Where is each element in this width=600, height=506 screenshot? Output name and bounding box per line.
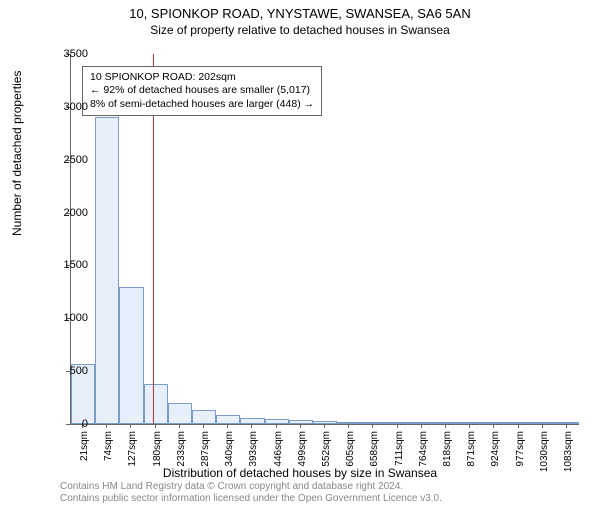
histogram-bar <box>531 422 555 424</box>
x-tick-mark <box>227 424 228 428</box>
y-tick-label: 500 <box>70 365 88 377</box>
x-tick-mark <box>106 424 107 428</box>
x-tick-label: 871sqm <box>466 431 477 467</box>
x-tick-label: 74sqm <box>103 431 114 461</box>
y-tick-label: 0 <box>82 418 88 430</box>
chart-container: 10, SPIONKOP ROAD, YNYSTAWE, SWANSEA, SA… <box>0 6 600 506</box>
chart-title: 10, SPIONKOP ROAD, YNYSTAWE, SWANSEA, SA… <box>0 6 600 21</box>
x-tick-label: 818sqm <box>442 431 453 467</box>
x-tick-mark <box>421 424 422 428</box>
histogram-bar <box>119 287 143 424</box>
y-tick-label: 3500 <box>64 48 88 60</box>
x-tick-label: 605sqm <box>345 431 356 467</box>
x-tick-label: 924sqm <box>490 431 501 467</box>
histogram-bar <box>192 410 216 424</box>
histogram-bar <box>216 415 240 425</box>
plot-region: 10 SPIONKOP ROAD: 202sqm ← 92% of detach… <box>70 54 578 424</box>
x-tick-mark <box>348 424 349 428</box>
histogram-bar <box>361 422 385 424</box>
y-axis-label: Number of detached properties <box>10 71 24 236</box>
info-line-3: 8% of semi-detached houses are larger (4… <box>90 98 314 111</box>
histogram-bar <box>144 384 168 424</box>
chart-subtitle: Size of property relative to detached ho… <box>0 23 600 37</box>
x-tick-label: 499sqm <box>297 431 308 467</box>
credit-block: Contains HM Land Registry data © Crown c… <box>60 481 442 504</box>
x-tick-mark <box>469 424 470 428</box>
x-tick-label: 233sqm <box>176 431 187 467</box>
histogram-bar <box>385 422 409 424</box>
x-tick-mark <box>179 424 180 428</box>
y-tick-label: 2000 <box>64 207 88 219</box>
info-line-1: 10 SPIONKOP ROAD: 202sqm <box>90 71 314 84</box>
x-tick-label: 552sqm <box>321 431 332 467</box>
x-tick-mark <box>566 424 567 428</box>
x-axis-label: Distribution of detached houses by size … <box>0 466 600 480</box>
x-tick-label: 393sqm <box>248 431 259 467</box>
x-tick-mark <box>251 424 252 428</box>
x-tick-mark <box>397 424 398 428</box>
x-tick-label: 180sqm <box>152 431 163 467</box>
credit-line-1: Contains HM Land Registry data © Crown c… <box>60 481 442 493</box>
histogram-bar <box>265 419 289 424</box>
x-tick-mark <box>372 424 373 428</box>
x-tick-label: 764sqm <box>418 431 429 467</box>
x-tick-label: 340sqm <box>224 431 235 467</box>
y-tick-label: 3000 <box>64 101 88 113</box>
histogram-bar <box>482 422 506 424</box>
x-tick-mark <box>130 424 131 428</box>
histogram-bar <box>410 422 434 424</box>
histogram-bar <box>289 420 313 424</box>
y-tick-label: 2500 <box>64 154 88 166</box>
x-tick-mark <box>276 424 277 428</box>
histogram-bar <box>555 422 579 424</box>
x-tick-mark <box>155 424 156 428</box>
credit-line-2: Contains public sector information licen… <box>60 493 442 505</box>
x-tick-label: 287sqm <box>200 431 211 467</box>
x-tick-label: 127sqm <box>127 431 138 467</box>
x-tick-mark <box>324 424 325 428</box>
histogram-bar <box>506 422 530 424</box>
histogram-bar <box>240 418 264 424</box>
x-tick-label: 446sqm <box>273 431 284 467</box>
x-tick-mark <box>542 424 543 428</box>
histogram-bar <box>458 422 482 424</box>
x-tick-mark <box>493 424 494 428</box>
histogram-bar <box>434 422 458 424</box>
histogram-bar <box>95 117 119 424</box>
x-tick-mark <box>300 424 301 428</box>
x-tick-label: 711sqm <box>394 431 405 466</box>
y-tick-label: 1500 <box>64 259 88 271</box>
y-tick-label: 1000 <box>64 312 88 324</box>
x-tick-mark <box>518 424 519 428</box>
x-tick-label: 658sqm <box>369 431 380 467</box>
x-tick-mark <box>445 424 446 428</box>
x-tick-label: 977sqm <box>515 431 526 467</box>
x-tick-mark <box>203 424 204 428</box>
histogram-bar <box>337 422 361 424</box>
histogram-bar <box>168 403 192 424</box>
info-box: 10 SPIONKOP ROAD: 202sqm ← 92% of detach… <box>82 66 322 116</box>
info-line-2: ← 92% of detached houses are smaller (5,… <box>90 84 314 97</box>
x-tick-label: 21sqm <box>79 431 90 461</box>
y-tick-mark <box>66 424 70 425</box>
